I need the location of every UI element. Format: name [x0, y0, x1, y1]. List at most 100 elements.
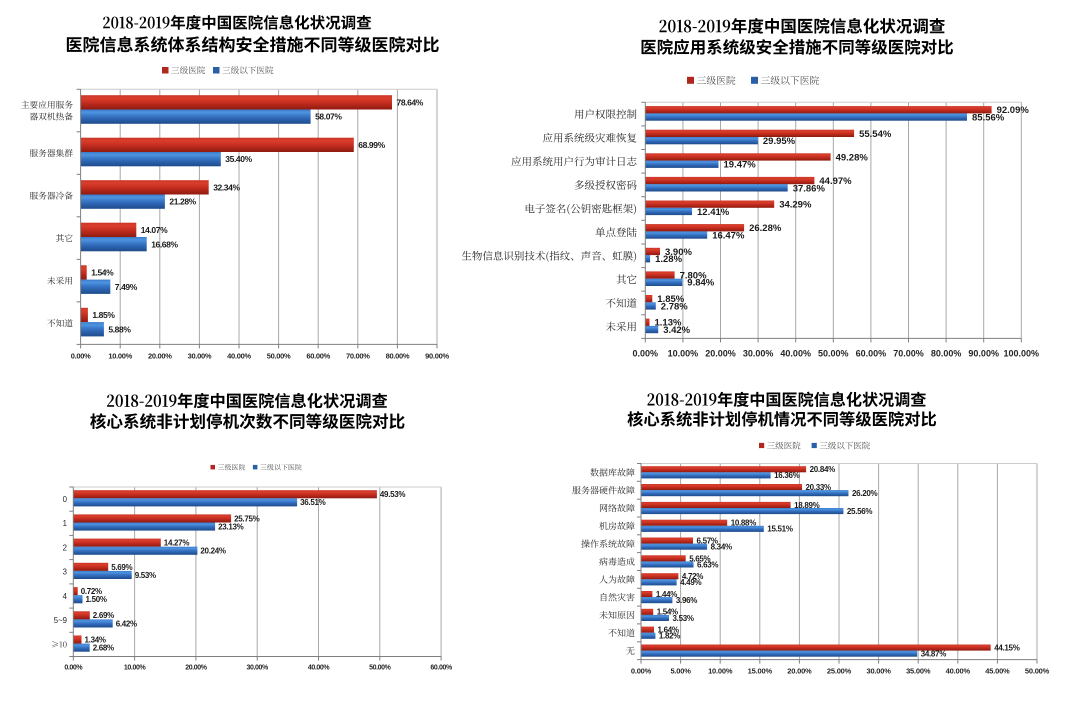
- svg-text:50.00%: 50.00%: [267, 352, 291, 361]
- svg-text:60.00%: 60.00%: [856, 349, 887, 359]
- svg-text:12.41%: 12.41%: [697, 207, 730, 218]
- svg-text:1.64%: 1.64%: [658, 626, 679, 635]
- svg-text:90.00%: 90.00%: [968, 349, 999, 359]
- svg-text:14.27%: 14.27%: [164, 539, 190, 548]
- svg-text:100.00%: 100.00%: [1004, 349, 1040, 359]
- svg-text:92.09%: 92.09%: [997, 105, 1030, 116]
- svg-text:5.88%: 5.88%: [108, 324, 131, 334]
- svg-text:30.00%: 30.00%: [188, 352, 212, 361]
- svg-text:37.86%: 37.86%: [793, 183, 826, 194]
- svg-text:19.47%: 19.47%: [724, 160, 757, 171]
- svg-text:50.00%: 50.00%: [818, 349, 849, 359]
- svg-text:29.95%: 29.95%: [763, 136, 796, 147]
- svg-text:20.33%: 20.33%: [806, 483, 832, 492]
- svg-text:10.88%: 10.88%: [731, 519, 757, 528]
- svg-text:60.00%: 60.00%: [430, 665, 453, 672]
- svg-text:14.07%: 14.07%: [141, 225, 168, 235]
- svg-text:0.00%: 0.00%: [633, 349, 659, 359]
- svg-text:1.50%: 1.50%: [86, 595, 107, 604]
- svg-text:8.34%: 8.34%: [711, 543, 732, 552]
- svg-text:80.00%: 80.00%: [386, 352, 410, 361]
- svg-text:16.36%: 16.36%: [774, 471, 800, 480]
- svg-text:1.34%: 1.34%: [85, 635, 106, 644]
- svg-text:10.00%: 10.00%: [668, 349, 699, 359]
- svg-text:20.24%: 20.24%: [200, 547, 226, 556]
- svg-text:21.28%: 21.28%: [169, 197, 196, 207]
- svg-text:70.00%: 70.00%: [346, 352, 370, 361]
- svg-text:9.84%: 9.84%: [687, 278, 714, 289]
- svg-text:80.00%: 80.00%: [931, 349, 962, 359]
- svg-text:35.40%: 35.40%: [225, 154, 252, 164]
- svg-text:44.15%: 44.15%: [994, 643, 1020, 652]
- svg-text:6.63%: 6.63%: [697, 560, 718, 569]
- svg-text:3.53%: 3.53%: [673, 614, 694, 623]
- svg-text:20.00%: 20.00%: [787, 667, 812, 676]
- svg-text:4.49%: 4.49%: [680, 578, 701, 587]
- svg-text:58.07%: 58.07%: [315, 112, 342, 122]
- svg-text:16.68%: 16.68%: [151, 239, 178, 249]
- svg-text:7.80%: 7.80%: [680, 270, 707, 281]
- svg-text:2.78%: 2.78%: [661, 301, 688, 312]
- svg-text:20.00%: 20.00%: [705, 349, 736, 359]
- svg-text:10.00%: 10.00%: [124, 665, 147, 672]
- svg-text:5~9: 5~9: [54, 616, 67, 625]
- svg-text:26.20%: 26.20%: [852, 489, 878, 498]
- svg-text:3.96%: 3.96%: [676, 596, 697, 605]
- svg-text:50.00%: 50.00%: [1025, 667, 1050, 676]
- svg-text:15.00%: 15.00%: [748, 667, 773, 676]
- svg-text:85.56%: 85.56%: [972, 113, 1005, 124]
- svg-text:2.68%: 2.68%: [93, 644, 114, 653]
- svg-text:10.00%: 10.00%: [108, 352, 132, 361]
- svg-text:16.47%: 16.47%: [712, 231, 745, 242]
- svg-text:1.54%: 1.54%: [657, 608, 678, 617]
- svg-text:1.85%: 1.85%: [657, 294, 684, 305]
- svg-text:3.42%: 3.42%: [663, 325, 690, 336]
- svg-text:25.75%: 25.75%: [234, 514, 260, 523]
- svg-text:50.00%: 50.00%: [369, 665, 392, 672]
- svg-text:1.85%: 1.85%: [92, 310, 115, 320]
- svg-text:4: 4: [63, 592, 68, 601]
- svg-text:40.00%: 40.00%: [227, 352, 251, 361]
- svg-text:20.00%: 20.00%: [185, 665, 208, 672]
- svg-text:35.00%: 35.00%: [906, 667, 931, 676]
- svg-text:30.00%: 30.00%: [743, 349, 774, 359]
- svg-text:5.00%: 5.00%: [670, 667, 691, 676]
- svg-text:3: 3: [63, 568, 67, 577]
- svg-text:70.00%: 70.00%: [893, 349, 924, 359]
- svg-text:0.00%: 0.00%: [71, 352, 91, 361]
- svg-text:0: 0: [63, 495, 68, 504]
- svg-text:15.51%: 15.51%: [767, 525, 793, 534]
- svg-text:6.42%: 6.42%: [116, 619, 137, 628]
- svg-text:0.72%: 0.72%: [81, 587, 102, 596]
- svg-text:68.99%: 68.99%: [358, 140, 385, 150]
- svg-text:36.51%: 36.51%: [300, 498, 326, 507]
- svg-text:10.00%: 10.00%: [708, 667, 733, 676]
- svg-text:78.64%: 78.64%: [397, 97, 424, 107]
- svg-text:25.56%: 25.56%: [847, 507, 873, 516]
- svg-text:30.00%: 30.00%: [866, 667, 891, 676]
- svg-text:1.54%: 1.54%: [91, 268, 114, 278]
- svg-text:26.28%: 26.28%: [749, 223, 782, 234]
- svg-text:2: 2: [63, 543, 67, 552]
- svg-text:49.53%: 49.53%: [380, 490, 406, 499]
- svg-text:40.00%: 40.00%: [780, 349, 811, 359]
- svg-text:90.00%: 90.00%: [425, 352, 449, 361]
- svg-text:20.84%: 20.84%: [810, 465, 836, 474]
- svg-text:0.00%: 0.00%: [631, 667, 652, 676]
- svg-text:25.00%: 25.00%: [827, 667, 852, 676]
- svg-text:34.87%: 34.87%: [921, 650, 947, 659]
- svg-text:5.65%: 5.65%: [689, 554, 710, 563]
- svg-text:55.54%: 55.54%: [859, 129, 892, 140]
- svg-text:23.13%: 23.13%: [218, 522, 244, 531]
- svg-text:49.28%: 49.28%: [836, 152, 869, 163]
- svg-text:5.69%: 5.69%: [111, 563, 132, 572]
- svg-text:1.28%: 1.28%: [655, 254, 682, 265]
- svg-text:60.00%: 60.00%: [306, 352, 330, 361]
- svg-text:20.00%: 20.00%: [148, 352, 172, 361]
- svg-text:40.00%: 40.00%: [308, 665, 331, 672]
- svg-text:34.29%: 34.29%: [779, 200, 812, 211]
- svg-text:1.13%: 1.13%: [655, 318, 682, 329]
- svg-text:2.69%: 2.69%: [93, 611, 114, 620]
- svg-text:9.53%: 9.53%: [135, 571, 156, 580]
- svg-text:44.97%: 44.97%: [819, 176, 852, 187]
